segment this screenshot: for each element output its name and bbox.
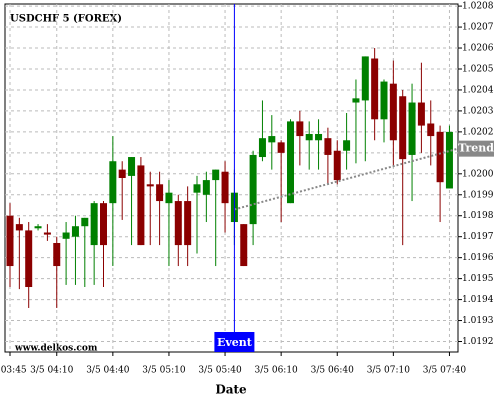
candle-body [174, 201, 182, 246]
y-tick-label: 1.0199 [462, 190, 494, 200]
trend-label-box [458, 140, 494, 157]
y-tick-label: 1.0195 [462, 274, 494, 284]
candle-body [445, 131, 453, 189]
x-tick-label: 3/5 04:10 [30, 366, 74, 376]
y-tick-label: 1.0193 [462, 316, 494, 326]
candle-body [81, 217, 89, 227]
candle-body [380, 81, 388, 120]
candle-body [296, 121, 304, 137]
trend-label: Trend [458, 142, 494, 155]
candle-body [156, 184, 164, 202]
candle-body [268, 136, 276, 143]
candle-body [212, 169, 220, 181]
y-tick-label: 1.0197 [462, 232, 494, 242]
candle-body [71, 226, 79, 237]
y-tick-label: 1.0200 [462, 169, 494, 179]
candle-body [343, 140, 351, 151]
candle-body [43, 232, 51, 235]
candle-body [184, 201, 192, 246]
y-tick-label: 1.0202 [462, 127, 494, 137]
candle-body [53, 242, 61, 267]
chart-title: USDCHF 5 (FOREX) [10, 14, 122, 25]
candle-body [221, 171, 229, 204]
candle-body [15, 224, 23, 231]
candle-body [109, 161, 117, 204]
y-tick-label: 1.0198 [462, 211, 494, 221]
plot-frame [4, 3, 459, 353]
x-tick-label: 3/5 07:10 [367, 366, 411, 376]
candle-body [249, 154, 257, 225]
candle-body [118, 169, 126, 178]
candle-body [146, 184, 154, 187]
x-tick-label: 3/5 05:40 [198, 366, 242, 376]
y-tick-label: 1.0208 [462, 2, 494, 12]
candle-body [352, 98, 360, 103]
candle-body [315, 133, 323, 141]
y-tick-label: 1.0205 [462, 64, 494, 74]
candle-body [34, 226, 42, 229]
event-label-box [214, 332, 255, 352]
y-tick-label: 1.0204 [462, 85, 494, 95]
y-tick-label: 1.0203 [462, 106, 494, 116]
candle-body [333, 150, 341, 181]
x-tick-label: 3/5 03:45 [0, 366, 27, 376]
y-tick-label: 1.0196 [462, 253, 494, 263]
x-tick-label: 3/5 07:40 [423, 366, 467, 376]
candle-body [436, 131, 444, 183]
candle-body [100, 203, 107, 246]
candle-body [193, 184, 201, 193]
candle-body [389, 83, 397, 141]
candle-body [25, 230, 33, 288]
candle-body [277, 142, 285, 153]
y-tick-label: 1.0207 [462, 23, 494, 33]
x-tick-label: 3/5 06:40 [311, 366, 355, 376]
candle-body [324, 138, 332, 155]
candle-body [258, 138, 266, 158]
y-tick-label: 1.0206 [462, 44, 494, 54]
candle-body [287, 121, 294, 204]
event-label: Event [217, 336, 253, 349]
y-tick-label: 1.0192 [462, 337, 494, 347]
candle-body [417, 102, 425, 126]
candle-body [165, 192, 173, 204]
x-tick-label: 3/5 04:40 [86, 366, 130, 376]
x-tick-label: 3/5 05:10 [142, 366, 186, 376]
x-tick-label: 3/5 06:10 [255, 366, 299, 376]
candle-body [90, 203, 98, 246]
candle-body [361, 56, 369, 101]
candle-body [137, 165, 145, 246]
x-axis-label: Date [215, 383, 247, 397]
candle-body [240, 224, 248, 267]
candle-body [427, 123, 435, 137]
candle-body [128, 157, 136, 176]
watermark: www.delkos.com [14, 344, 98, 354]
candle-body [6, 215, 14, 267]
candle-body [202, 180, 210, 195]
candle-body [305, 133, 313, 141]
candle-body [62, 232, 70, 239]
trend-line [234, 147, 459, 211]
candle-body [408, 102, 416, 155]
candle-body [371, 58, 379, 120]
candle-body [399, 96, 407, 160]
y-tick-label: 1.0194 [462, 295, 494, 305]
